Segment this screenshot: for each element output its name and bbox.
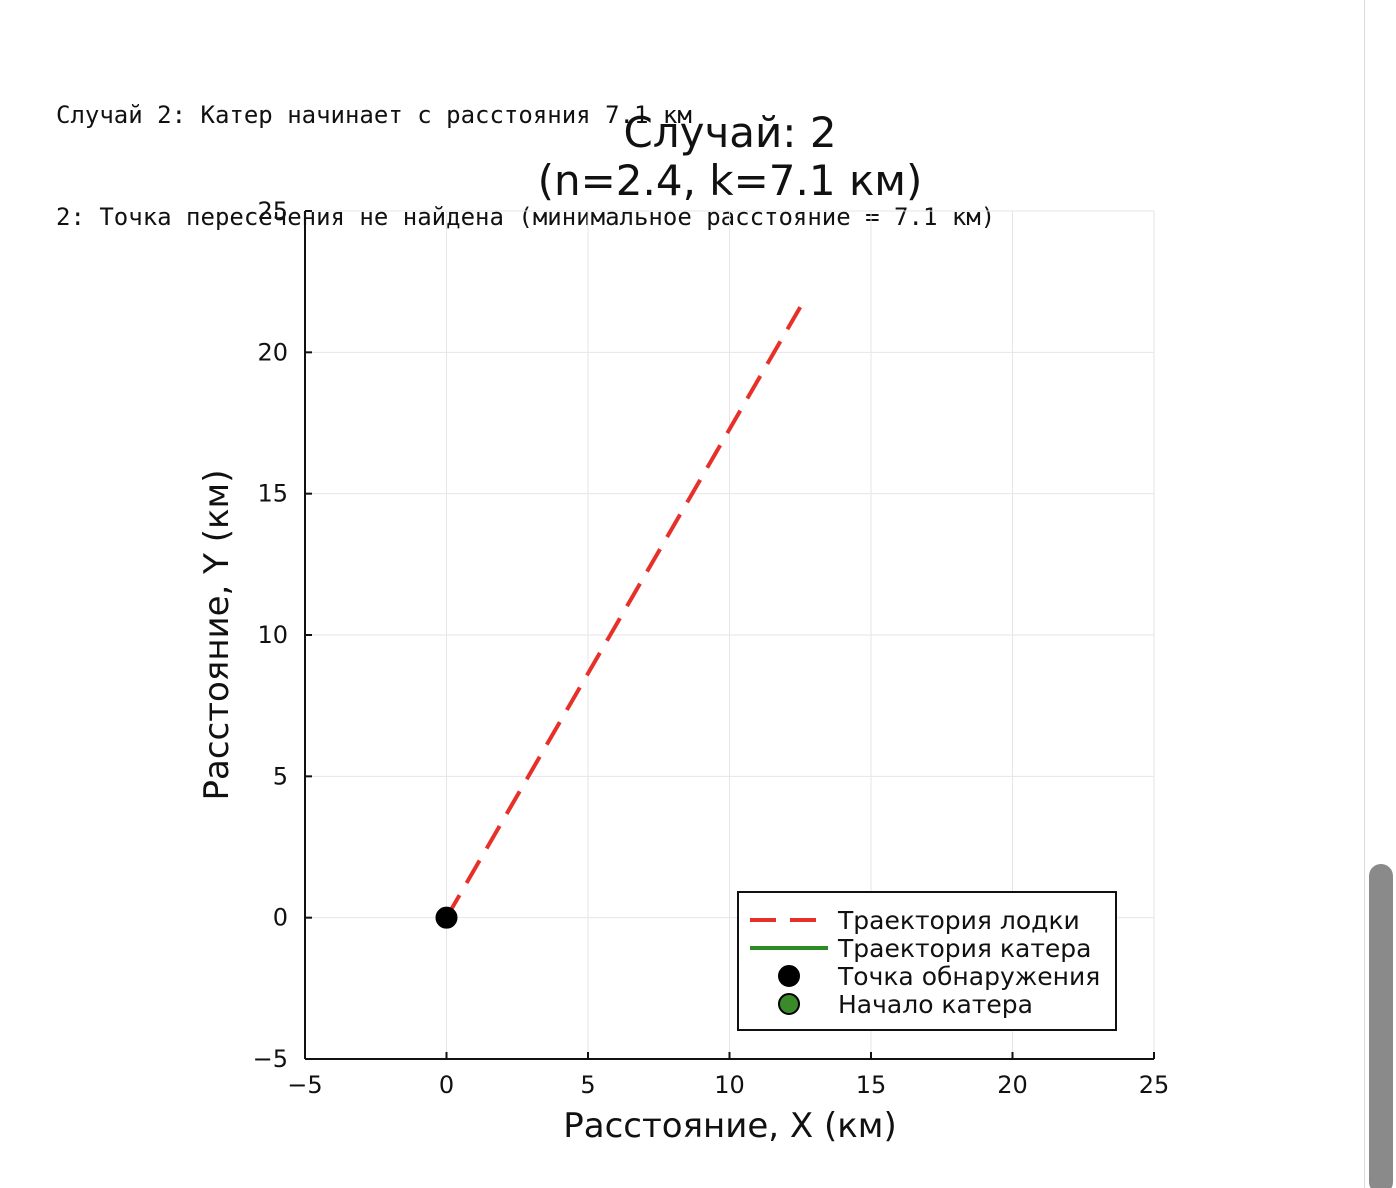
chart-title-line-1: Случай: 2 [623,108,836,157]
y-tick-label: 25 [257,197,288,225]
y-tick-label: 0 [273,904,288,932]
legend-swatch-4 [778,993,800,1015]
x-tick-label: 0 [439,1071,454,1099]
trajectory-chart: Случай: 2 (n=2.4, k=7.1 км) −5 0 5 10 15 20 25… [197,108,1170,1146]
panel-border [1364,0,1365,1188]
console-line-2: 2: Точка пересечения не найдена (минимал… [56,203,996,231]
x-tick-label: 5 [580,1071,595,1099]
x-axis-label: Расстояние, X (км) [563,1106,896,1146]
point-marker-1 [435,906,458,929]
x-tick-label: 20 [997,1071,1028,1099]
y-tick-label: 20 [257,338,288,366]
tick-labels: −5 0 5 10 15 20 25 −5 0 5 10 15 20 25 [253,197,1170,1099]
y-tick-label: 10 [257,621,288,649]
scrollbar-thumb[interactable] [1369,864,1393,1188]
legend-label-3: Точка обнаружения [837,962,1100,991]
console-line-1: Случай 2: Катер начинает с расстояния 7.… [56,101,692,129]
x-tick-label: 10 [714,1071,745,1099]
console-output: Случай 2: Катер начинает с расстояния 7.… [56,30,995,268]
legend-box [737,891,1117,1031]
series-line-1 [444,306,802,919]
y-tick-label: 15 [257,480,288,508]
legend-swatch-3 [778,965,800,987]
y-tick-label: −5 [253,1045,288,1073]
legend-label-2: Траектория катера [837,934,1091,963]
x-tick-label: 15 [856,1071,887,1099]
y-tick-label: 5 [273,762,288,790]
chart-title-line-2: (n=2.4, k=7.1 км) [538,156,923,205]
legend-label-1: Траектория лодки [837,906,1080,935]
x-tick-label: 25 [1139,1071,1170,1099]
series [435,306,802,929]
legend-label-4: Начало катера [838,990,1033,1019]
y-axis-label: Расстояние, Y (км) [197,470,237,801]
x-tick-label: −5 [287,1071,322,1099]
axes [304,210,1155,1060]
